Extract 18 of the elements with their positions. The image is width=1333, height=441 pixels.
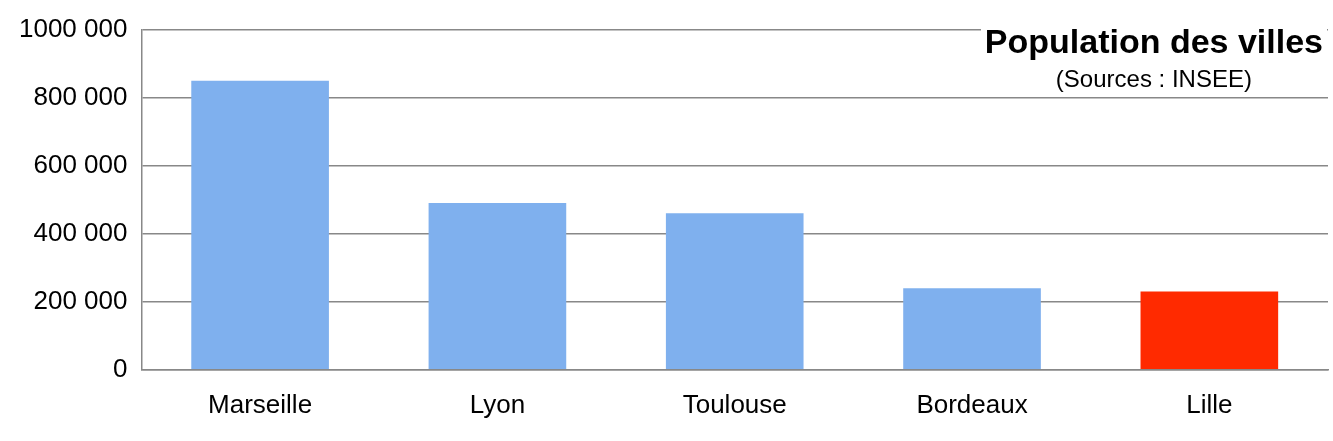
x-tick-label: Marseille [208, 388, 313, 419]
y-tick-label: 0 [112, 352, 128, 383]
x-tick-label: Lyon [469, 388, 526, 419]
bar [903, 288, 1041, 370]
bar [665, 213, 804, 370]
x-tick-label: Lille [1186, 388, 1233, 419]
bar [191, 80, 329, 370]
y-tick-label: 800 000 [33, 80, 128, 111]
bar [428, 203, 567, 370]
y-tick-label: 600 000 [33, 148, 128, 179]
chart-title: Population des villes [984, 22, 1323, 61]
y-tick-label: 200 000 [33, 284, 128, 315]
bar [1140, 291, 1279, 370]
x-tick-label: Bordeaux [916, 388, 1028, 419]
y-tick-label: 1000 000 [18, 12, 128, 43]
x-tick-label: Toulouse [682, 388, 787, 419]
y-tick-label: 400 000 [33, 216, 128, 247]
text: (Sources : INSEE) [1054, 65, 1253, 93]
